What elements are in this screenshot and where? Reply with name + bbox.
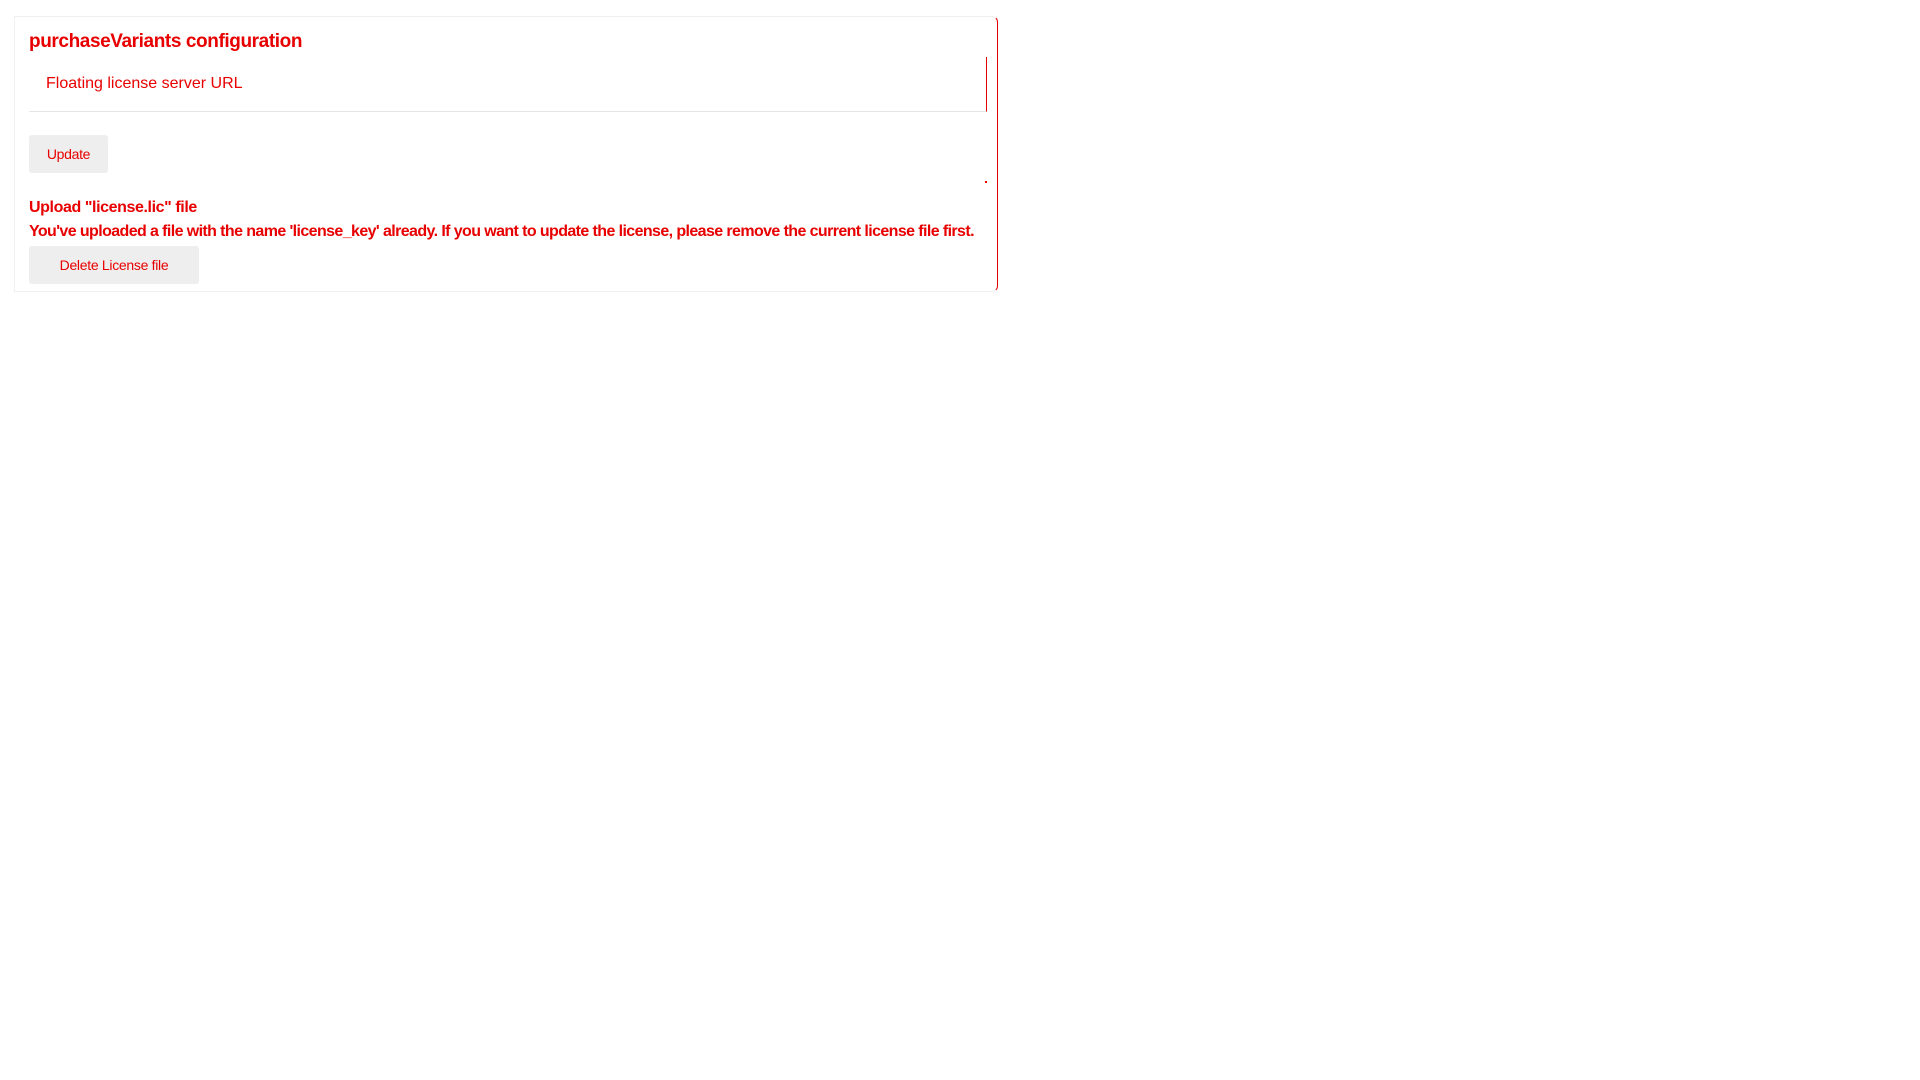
update-button[interactable]: Update [29, 135, 108, 173]
delete-license-file-button[interactable]: Delete License file [29, 246, 199, 284]
license-server-url-input[interactable] [29, 57, 986, 111]
license-uploaded-notice: You've uploaded a file with the name 'li… [29, 223, 975, 240]
license-server-url-field-container [29, 57, 987, 112]
page-title: purchaseVariants configuration [29, 31, 303, 52]
configuration-panel: purchaseVariants configuration Update Up… [14, 16, 998, 292]
upload-license-label: Upload "license.lic" file [29, 199, 197, 216]
divider-tick [985, 181, 987, 183]
